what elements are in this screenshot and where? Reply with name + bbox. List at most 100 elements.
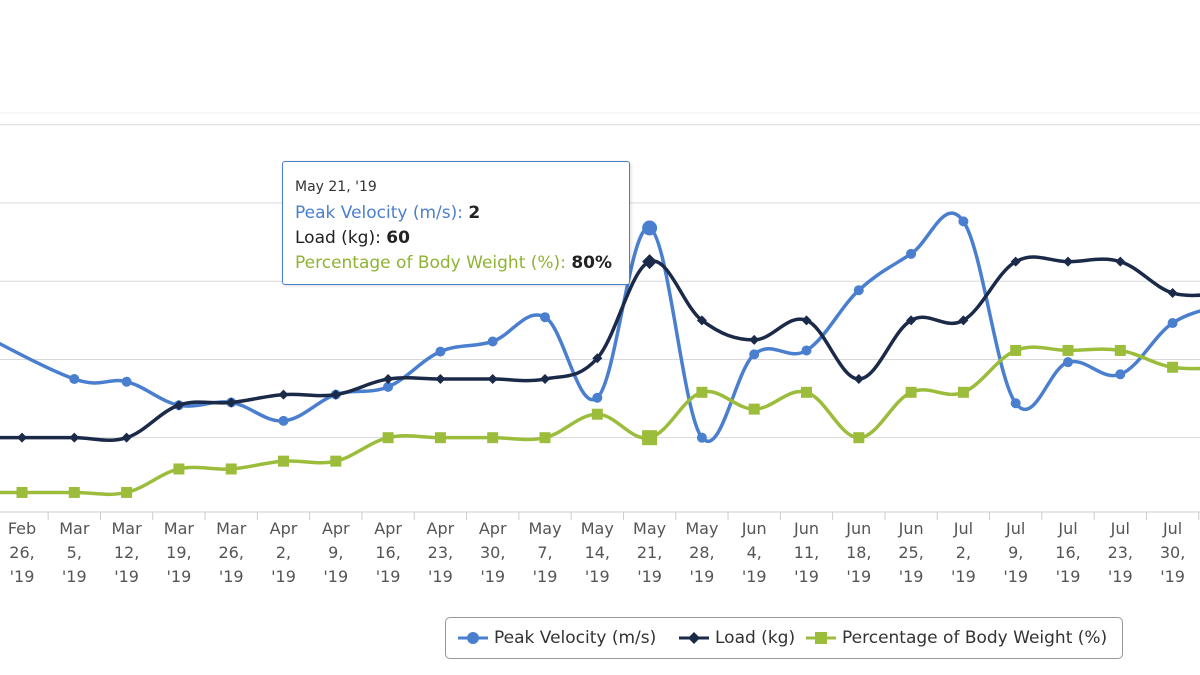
data-point-1-8[interactable]	[435, 374, 446, 384]
data-point-1-19[interactable]	[1010, 256, 1021, 267]
data-point-1-20[interactable]	[1063, 256, 1073, 267]
x-tick-label-20: Jul 16, '19	[1055, 519, 1080, 586]
data-point-0-19[interactable]	[1010, 398, 1021, 409]
data-point-1-12[interactable]	[642, 254, 658, 270]
x-tick-label-14: Jun 4, '19	[741, 519, 767, 586]
series-2	[0, 344, 1200, 498]
data-point-2-5[interactable]	[278, 455, 289, 467]
data-point-2-3[interactable]	[173, 463, 185, 475]
data-point-1-9[interactable]	[487, 374, 498, 384]
data-point-1-3[interactable]	[173, 400, 184, 411]
series-0	[0, 211, 1200, 443]
data-point-1-6[interactable]	[330, 389, 341, 400]
data-point-2-15[interactable]	[801, 386, 812, 398]
data-point-1-1[interactable]	[69, 432, 80, 443]
data-point-0-14[interactable]	[749, 349, 760, 360]
data-point-1-16[interactable]	[853, 374, 864, 384]
data-point-2-16[interactable]	[853, 432, 865, 444]
data-point-2-22[interactable]	[1167, 361, 1179, 373]
x-axis-labels: Feb 26, '19 Mar 5, '19 Mar 12, '19 Mar 19, '19 Mar 26…	[8, 519, 1185, 586]
x-tick-label-21: Jul 23, '19	[1108, 519, 1133, 586]
data-point-1-11[interactable]	[592, 353, 603, 364]
legend-square-icon	[806, 632, 836, 644]
data-point-0-11[interactable]	[592, 392, 603, 403]
data-point-0-1[interactable]	[69, 374, 80, 384]
data-point-1-14[interactable]	[749, 334, 760, 345]
data-point-1-21[interactable]	[1115, 256, 1126, 267]
data-point-0-9[interactable]	[487, 336, 498, 347]
data-point-2-20[interactable]	[1062, 344, 1074, 356]
tooltip-body-weight-value: 80%	[571, 253, 613, 273]
data-point-2-4[interactable]	[225, 463, 237, 475]
data-point-1-7[interactable]	[383, 374, 394, 384]
data-point-2-1[interactable]	[68, 486, 80, 498]
data-point-1-4[interactable]	[226, 397, 237, 408]
tooltip-peak-velocity-value: 2	[468, 203, 481, 223]
data-point-0-20[interactable]	[1063, 357, 1073, 368]
data-point-2-13[interactable]	[696, 386, 708, 398]
data-point-2-12[interactable]	[642, 430, 658, 446]
data-point-2-19[interactable]	[1010, 344, 1022, 356]
data-point-2-18[interactable]	[957, 386, 969, 398]
x-tick-label-4: Mar 26, '19	[216, 519, 247, 586]
x-tick-label-15: Jun 11, '19	[793, 519, 819, 586]
tooltip-row-peak-velocity: Peak Velocity (m/s): 2	[295, 203, 481, 223]
tooltip-date: May 21, '19	[295, 179, 377, 195]
x-tick-label-6: Apr 9, '19	[322, 519, 350, 586]
data-point-0-15[interactable]	[801, 345, 812, 356]
x-tick-label-8: Apr 23, '19	[427, 519, 455, 586]
legend-diamond-icon	[679, 632, 709, 644]
data-point-2-2[interactable]	[121, 486, 133, 498]
tooltip-load-value: 60	[386, 228, 410, 248]
legend-label-body-weight: Percentage of Body Weight (%)	[842, 628, 1108, 648]
data-point-1-17[interactable]	[906, 315, 917, 326]
data-point-2-10[interactable]	[539, 432, 551, 444]
data-point-0-16[interactable]	[853, 285, 864, 296]
x-tick-label-18: Jul 2, '19	[951, 519, 976, 586]
data-point-1-15[interactable]	[801, 315, 812, 326]
data-point-0-17[interactable]	[906, 248, 917, 259]
data-point-0-2[interactable]	[121, 376, 132, 387]
data-point-1-10[interactable]	[540, 374, 550, 384]
data-point-0-7[interactable]	[383, 381, 394, 392]
data-point-2-11[interactable]	[591, 408, 603, 420]
data-point-2-9[interactable]	[487, 432, 499, 444]
data-point-0-5[interactable]	[278, 415, 289, 426]
data-tooltip: May 21, '19 Peak Velocity (m/s): 2 Load …	[282, 161, 630, 285]
series-1	[0, 254, 1200, 443]
tooltip-peak-velocity-label: Peak Velocity (m/s)	[295, 203, 458, 223]
data-point-1-5[interactable]	[278, 389, 289, 400]
x-tick-label-3: Mar 19, '19	[164, 519, 195, 586]
x-tick-label-13: May 28, '19	[685, 519, 718, 586]
data-point-2-17[interactable]	[905, 386, 917, 398]
data-point-0-22[interactable]	[1167, 318, 1178, 329]
data-point-0-21[interactable]	[1115, 369, 1126, 380]
data-point-1-2[interactable]	[121, 432, 132, 443]
chart-legend: Peak Velocity (m/s) Load (kg) Percentage…	[445, 617, 1123, 659]
data-point-1-13[interactable]	[696, 315, 707, 326]
data-point-2-0[interactable]	[16, 486, 28, 498]
data-point-2-21[interactable]	[1114, 344, 1126, 356]
x-tick-label-0: Feb 26, '19	[8, 519, 36, 586]
data-point-1-18[interactable]	[958, 315, 969, 326]
tooltip-row-load: Load (kg): 60	[295, 228, 410, 248]
data-point-0-13[interactable]	[696, 432, 707, 443]
data-point-0-12[interactable]	[642, 220, 658, 236]
data-point-2-7[interactable]	[382, 432, 394, 444]
x-tick-label-16: Jun 18, '19	[845, 519, 871, 586]
data-point-0-8[interactable]	[435, 346, 446, 357]
data-point-1-0[interactable]	[17, 432, 27, 443]
x-tick-label-7: Apr 16, '19	[374, 519, 402, 586]
legend-label-load: Load (kg)	[715, 628, 796, 648]
data-point-0-18[interactable]	[958, 216, 969, 227]
x-tick-label-17: Jun 25, '19	[898, 519, 924, 586]
data-point-2-8[interactable]	[434, 432, 446, 444]
series-group	[0, 211, 1200, 498]
data-point-2-6[interactable]	[330, 455, 342, 467]
data-point-0-10[interactable]	[540, 312, 550, 323]
data-point-2-14[interactable]	[748, 403, 760, 415]
data-point-1-22[interactable]	[1167, 287, 1178, 298]
x-tick-label-11: May 14, '19	[581, 519, 614, 586]
x-tick-label-12: May 21, '19	[633, 519, 666, 586]
